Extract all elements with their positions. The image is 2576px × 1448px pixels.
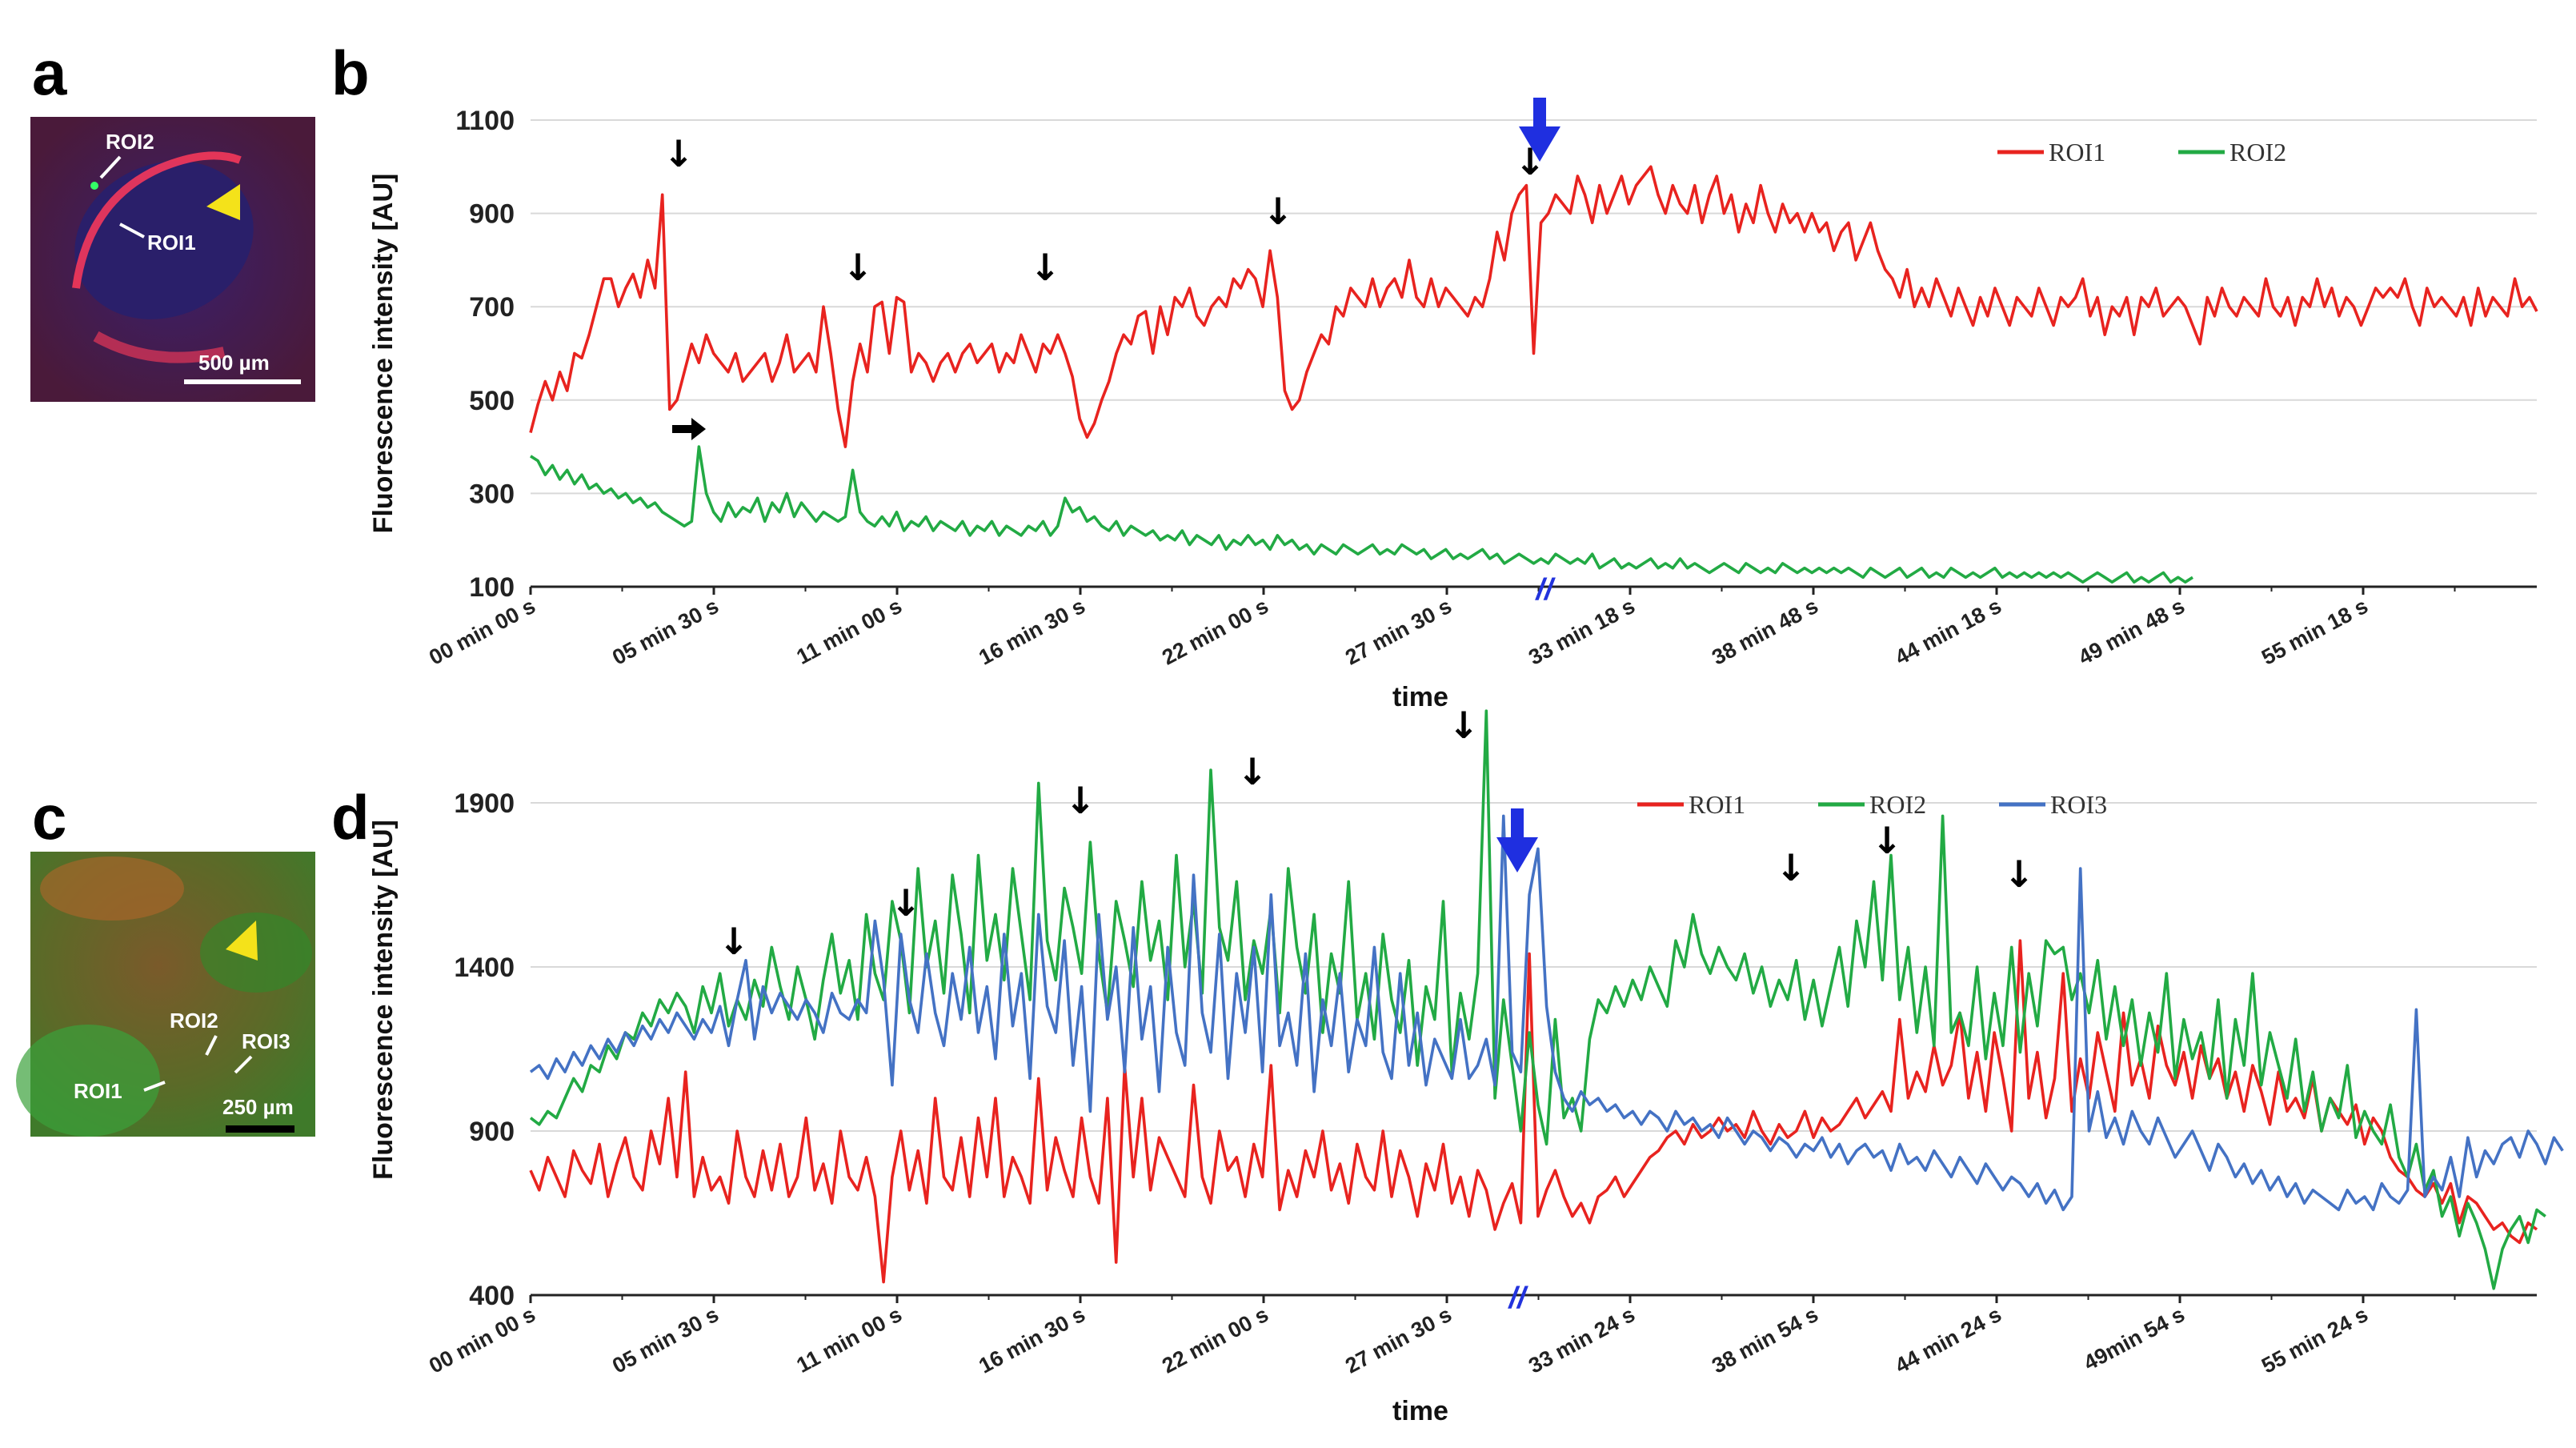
y-tick-label: 300	[469, 479, 515, 509]
x-tick-label: 55 min 24 s	[2258, 1302, 2372, 1378]
event-arrow-icon: ↓	[1263, 190, 1294, 233]
y-tick-label: 700	[469, 292, 515, 323]
x-tick-label: 22 min 00 s	[1158, 594, 1272, 670]
scale-label-c: 250 µm	[222, 1095, 294, 1119]
x-tick-label: 55 min 18 s	[2258, 594, 2372, 670]
right-arrow-icon	[672, 418, 706, 440]
event-arrow-icon: ↓	[1448, 704, 1480, 747]
y-tick-label: 400	[469, 1281, 515, 1311]
y-axis-title: Fluorescence intensity [AU]	[368, 174, 399, 534]
x-tick-label: 27 min 30 s	[1341, 1302, 1456, 1378]
event-arrow-icon: ↓	[1030, 246, 1061, 289]
legend-label-roi1: ROI1	[1689, 790, 1745, 819]
panel-letter-a: a	[32, 38, 67, 108]
series-line-roi1	[529, 939, 2538, 1284]
x-axis-title: time	[1392, 682, 1448, 712]
event-arrow-icon: ↓	[1065, 779, 1096, 822]
y-tick-label: 500	[469, 386, 515, 416]
panel-letter-c: c	[32, 782, 66, 852]
event-arrow-icon: ↓	[891, 881, 922, 925]
x-tick-label: 22 min 00 s	[1158, 1302, 1272, 1378]
x-tick-label: 27 min 30 s	[1341, 594, 1456, 670]
x-tick-label: 05 min 30 s	[608, 1302, 723, 1378]
x-tick-label: 11 min 00 s	[792, 594, 905, 669]
stimulus-arrow-icon	[1519, 98, 1560, 162]
x-tick-label: 49min 54 s	[2080, 1302, 2189, 1375]
event-arrow-icon: ↓	[663, 132, 695, 175]
panel-letter-d: d	[331, 782, 370, 852]
x-tick-label: 38 min 54 s	[1708, 1302, 1822, 1378]
series-line-roi2	[529, 709, 2546, 1290]
label-roi2-c: ROI2	[170, 1009, 218, 1033]
panel-letter-b: b	[331, 38, 370, 108]
y-axis-title: Fluorescence intensity [AU]	[368, 820, 399, 1180]
y-tick-label: 900	[469, 1117, 515, 1147]
x-tick-label: 11 min 00 s	[792, 1302, 905, 1378]
x-tick-label: 38 min 48 s	[1708, 594, 1822, 670]
axis-break-marker: //	[1507, 1282, 1528, 1315]
x-tick-label: 00 min 00 s	[425, 1302, 539, 1378]
x-tick-label: 33 min 24 s	[1524, 1302, 1639, 1378]
x-tick-label: 44 min 18 s	[1891, 594, 2005, 670]
series-line-roi2	[530, 445, 2193, 584]
stimulus-arrow-icon	[1496, 808, 1538, 872]
legend-label-roi1: ROI1	[2049, 138, 2105, 166]
y-tick-label: 1100	[455, 106, 515, 136]
y-tick-label: 1400	[454, 953, 515, 983]
x-tick-label: 16 min 30 s	[975, 594, 1089, 670]
event-arrow-icon: ↓	[1872, 819, 1903, 862]
legend-label-roi3: ROI3	[2050, 790, 2107, 819]
axis-break-marker: //	[1534, 573, 1556, 607]
event-arrow-icon: ↓	[843, 246, 874, 289]
series-line-roi3	[529, 814, 2564, 1212]
y-tick-label: 1900	[454, 788, 515, 819]
x-tick-label: 49 min 48 s	[2074, 594, 2189, 670]
x-tick-label: 16 min 30 s	[975, 1302, 1089, 1378]
chart-b: 100 300 500 700 900 1100 00 min 00 s 05 min 30 …	[368, 98, 2538, 712]
micrograph-a: ROI2 ROI1 500 µm	[30, 117, 315, 402]
x-tick-label: 00 min 00 s	[425, 594, 539, 670]
label-roi3-c: ROI3	[242, 1029, 290, 1053]
legend-label-roi2: ROI2	[1869, 790, 1926, 819]
x-tick-label: 05 min 30 s	[608, 594, 723, 670]
x-tick-label: 44 min 24 s	[1891, 1302, 2005, 1378]
y-tick-label: 100	[469, 572, 515, 603]
chart-d: 400 900 1400 1900 00 min 00 s 05 min 30 s 11 m…	[368, 704, 2564, 1426]
label-roi2-a: ROI2	[106, 130, 154, 154]
micrograph-c: ROI2 ROI3 ROI1 250 µm	[16, 852, 315, 1137]
series-line-roi1	[529, 165, 2538, 448]
event-arrow-icon: ↓	[1776, 846, 1807, 889]
legend-label-roi2: ROI2	[2229, 138, 2286, 166]
event-arrow-icon: ↓	[1237, 750, 1268, 793]
label-roi1-c: ROI1	[74, 1079, 122, 1103]
x-axis-title: time	[1392, 1396, 1448, 1426]
scale-label-a: 500 µm	[198, 351, 270, 375]
event-arrow-icon: ↓	[2004, 852, 2035, 896]
event-arrow-icon: ↓	[719, 920, 750, 963]
y-tick-label: 900	[469, 199, 515, 230]
label-roi1-a: ROI1	[147, 231, 196, 255]
